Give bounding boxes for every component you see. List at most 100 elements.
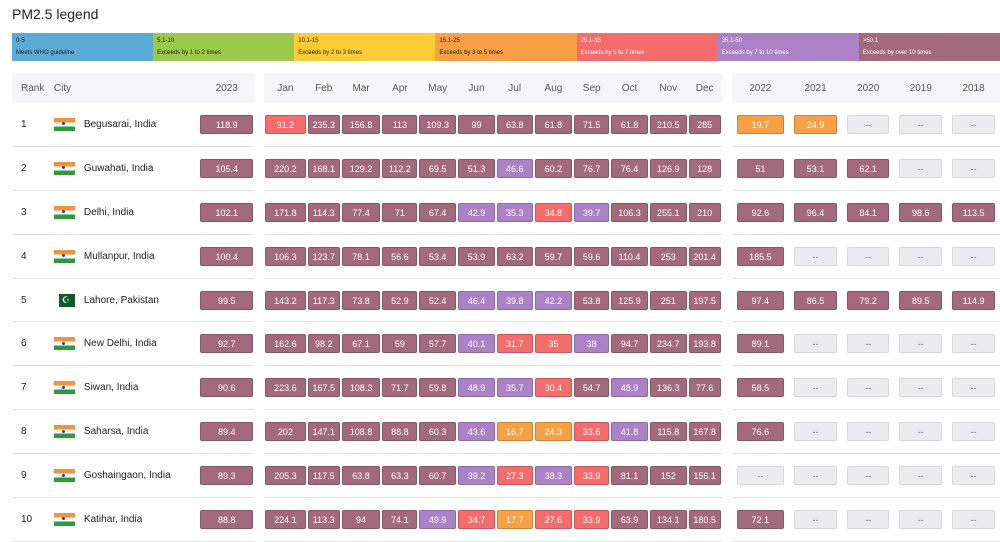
pm25-value: -- xyxy=(952,466,995,486)
pm25-value: 63.3 xyxy=(382,466,418,486)
india-flag-icon xyxy=(53,469,75,483)
table-row[interactable]: 5 ☪ Lahore, Pakistan 99.5 143.2 117.3 73.8 52.9… xyxy=(12,278,1000,323)
city-cell[interactable]: Siwan, India xyxy=(49,365,200,411)
column-header-2022[interactable]: 2022 xyxy=(721,73,790,103)
pm25-value: 129.2 xyxy=(341,158,381,178)
pm25-value: 113.5 xyxy=(952,202,995,222)
pm25-value: 53.8 xyxy=(574,290,610,310)
column-header-feb[interactable]: Feb xyxy=(306,73,341,103)
pm25-value: -- xyxy=(952,114,995,134)
pm25-value: 112.2 xyxy=(382,158,418,178)
pm25-value: 152 xyxy=(649,466,687,486)
city-name[interactable]: Goshaingaon, India xyxy=(83,470,171,482)
column-header-rank[interactable]: Rank xyxy=(12,73,50,103)
city-name[interactable]: New Delhi, India xyxy=(83,338,157,350)
pm25-value: 60.2 xyxy=(534,158,573,178)
table-row[interactable]: 7 Siwan, India 90.6 223.6 167.5 108.3 71.7 59.8… xyxy=(12,365,1000,411)
pm25-value: -- xyxy=(899,246,943,266)
pm25-value: 114.9 xyxy=(952,290,995,310)
pm25-value: 33.9 xyxy=(574,466,610,486)
india-flag-icon xyxy=(53,249,75,263)
pm25-value: 51.3 xyxy=(458,158,495,178)
city-cell[interactable]: Katihar, India xyxy=(49,497,200,542)
column-header-city[interactable]: City xyxy=(49,73,200,103)
column-header-dec[interactable]: Dec xyxy=(687,73,727,103)
column-header-may[interactable]: May xyxy=(418,73,458,103)
legend-segment: 0-5 Meets WHO guideline xyxy=(12,33,154,61)
pm25-value: 197.5 xyxy=(688,290,721,310)
pm25-value: 48.9 xyxy=(458,378,495,398)
table-row[interactable]: 3 Delhi, India 102.1 171.8 114.3 77.4 71 67.4 42… xyxy=(12,190,1000,235)
pm25-value: 108.3 xyxy=(341,378,381,398)
pm25-value: 63.8 xyxy=(341,466,381,486)
column-header-oct[interactable]: Oct xyxy=(610,73,649,103)
rank-cell: 1 xyxy=(12,103,50,147)
india-flag-icon xyxy=(53,425,75,439)
city-cell[interactable]: Mullanpur, India xyxy=(49,234,200,279)
table-row[interactable]: 8 Saharsa, India 89.4 202 147.1 108.8 88.8 60.3… xyxy=(12,409,1000,455)
table-row[interactable]: 9 Goshaingaon, India 89.3 205.3 117.5 63.8 63.… xyxy=(12,453,1000,499)
table-row[interactable]: 4 Mullanpur, India 100.4 106.3 123.7 78.1 56.6… xyxy=(12,234,1000,279)
column-header-jun[interactable]: Jun xyxy=(457,73,496,103)
column-header-2018[interactable]: 2018 xyxy=(947,73,1000,103)
column-header-2023[interactable]: 2023 xyxy=(199,73,260,103)
pm25-value: 57.7 xyxy=(419,334,457,354)
pm25-value: 54.7 xyxy=(574,378,610,398)
column-header-nov[interactable]: Nov xyxy=(648,73,688,103)
pm25-value: 71 xyxy=(382,202,418,222)
city-cell[interactable]: Begusarai, India xyxy=(49,103,200,147)
city-name[interactable]: Siwan, India xyxy=(83,382,139,394)
column-header-mar[interactable]: Mar xyxy=(340,73,382,103)
legend-description: Exceeds by 5 to 7 times xyxy=(580,50,645,56)
pm25-value: 126.9 xyxy=(649,158,687,178)
city-name[interactable]: Mullanpur, India xyxy=(83,250,155,262)
column-header-2019[interactable]: 2019 xyxy=(894,73,948,103)
pm25-value: 92.6 xyxy=(736,202,785,222)
pm25-value: 105.4 xyxy=(200,158,254,178)
pm25-value: 71.5 xyxy=(574,114,610,134)
pm25-value: 34.7 xyxy=(458,509,495,529)
india-flag-icon xyxy=(53,381,75,395)
city-name[interactable]: Guwahati, India xyxy=(83,162,154,174)
table-row[interactable]: 6 New Delhi, India 92.7 162.6 98.2 67.1 59 57.7… xyxy=(12,321,1000,367)
city-name[interactable]: Katihar, India xyxy=(83,514,143,526)
pm25-value: 100.4 xyxy=(200,246,254,266)
city-cell[interactable]: New Delhi, India xyxy=(49,321,200,367)
column-header-sep[interactable]: Sep xyxy=(573,73,611,103)
column-header-2020[interactable]: 2020 xyxy=(841,73,895,103)
column-header-apr[interactable]: Apr xyxy=(381,73,419,103)
pm25-value: 234.7 xyxy=(649,334,687,354)
pm25-value: 49.9 xyxy=(419,509,457,529)
table-row[interactable]: 2 Guwahati, India 105.4 220.2 168.1 129.2 112.… xyxy=(12,146,1000,191)
pm25-value: 220.2 xyxy=(265,158,306,178)
column-header-aug[interactable]: Aug xyxy=(533,73,574,103)
table-row[interactable]: 1 Begusarai, India 118.9 31.2 235.3 156.8 113 1… xyxy=(12,103,1000,147)
legend-range: 35.1-50 xyxy=(721,38,743,44)
pm25-value: -- xyxy=(846,422,890,442)
pm25-value: 110.4 xyxy=(611,246,648,266)
city-name[interactable]: Begusarai, India xyxy=(83,119,157,131)
rank-cell: 9 xyxy=(12,453,50,499)
city-name[interactable]: Saharsa, India xyxy=(83,426,149,438)
city-cell[interactable]: Guwahati, India xyxy=(49,146,200,191)
pm25-value: 16.7 xyxy=(496,422,533,442)
pm25-value: 94.7 xyxy=(611,334,648,354)
pm25-value: 39.8 xyxy=(496,290,533,310)
pm25-value: 46.6 xyxy=(496,158,533,178)
city-cell[interactable]: ☪ Lahore, Pakistan xyxy=(49,278,200,323)
city-name[interactable]: Lahore, Pakistan xyxy=(83,294,159,306)
pm25-value: 201.4 xyxy=(688,246,721,266)
pm25-value: 46.4 xyxy=(458,290,495,310)
pm25-value: 60.7 xyxy=(419,466,457,486)
pm25-value: 205.3 xyxy=(265,466,306,486)
pm25-value: 77.6 xyxy=(688,378,721,398)
legend-range: 0-5 xyxy=(16,38,25,44)
city-cell[interactable]: Delhi, India xyxy=(49,190,200,235)
column-header-2021[interactable]: 2021 xyxy=(789,73,842,103)
city-cell[interactable]: Goshaingaon, India xyxy=(49,453,200,499)
column-header-jul[interactable]: Jul xyxy=(495,73,534,103)
table-row[interactable]: 10 Katihar, India 88.8 224.1 113.3 94 74.1 49.9… xyxy=(12,497,1000,542)
city-cell[interactable]: Saharsa, India xyxy=(49,409,200,455)
city-name[interactable]: Delhi, India xyxy=(83,206,134,218)
column-header-jan[interactable]: Jan xyxy=(254,73,307,103)
